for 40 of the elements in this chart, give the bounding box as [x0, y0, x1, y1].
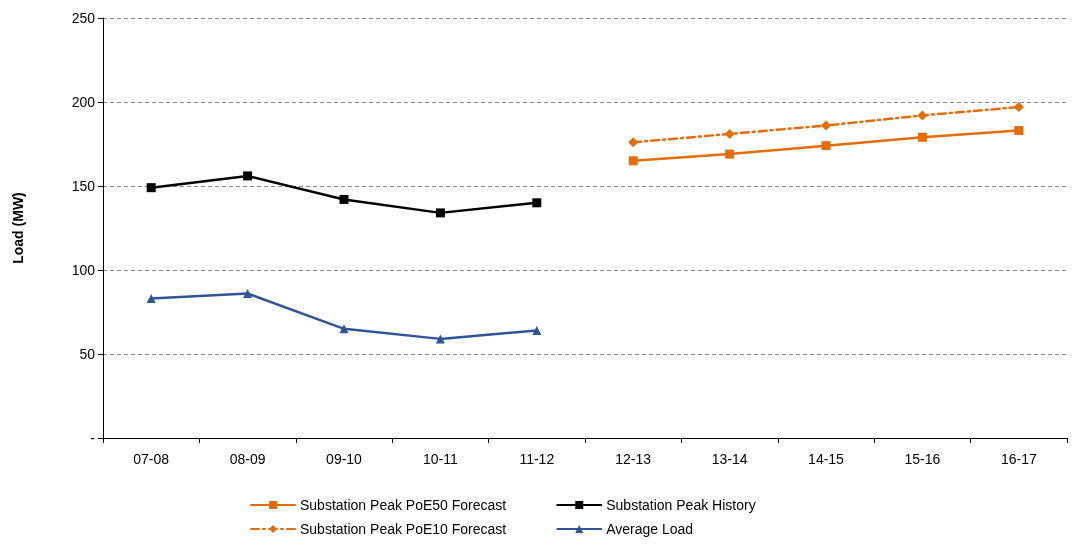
x-tick-label: 11-12 [519, 451, 555, 467]
point [917, 132, 927, 142]
y-tick-label: 250 [71, 10, 96, 26]
x-tick-label: 14-15 [808, 451, 845, 467]
point [243, 171, 253, 181]
point [821, 120, 831, 131]
point [724, 128, 735, 139]
point [1014, 126, 1024, 136]
point [146, 183, 156, 193]
point [532, 198, 542, 208]
x-tick-label: 16-17 [1000, 451, 1037, 467]
x-tick-label: 13-14 [711, 451, 748, 467]
point [628, 137, 639, 148]
y-tick-label: 50 [79, 346, 96, 362]
y-tick-label: - [90, 430, 96, 446]
x-tick-label: 15-16 [904, 451, 941, 467]
y-axis-title: Load (MW) [10, 192, 26, 264]
point [821, 141, 831, 151]
legend-label: Substation Peak PoE50 Forecast [300, 497, 507, 513]
y-tick-label: 150 [71, 178, 96, 194]
x-tick-label: 08-09 [229, 451, 266, 467]
point [435, 208, 445, 218]
point [339, 324, 349, 334]
point [339, 194, 349, 204]
legend-label: Average Load [606, 521, 694, 537]
x-tick-label: 07-08 [133, 451, 170, 467]
x-tick-label: 12-13 [615, 451, 652, 467]
point [146, 294, 156, 304]
point [628, 156, 638, 166]
y-tick-label: 100 [71, 262, 96, 278]
x-tick-label: 09-10 [326, 451, 363, 467]
point [1013, 102, 1024, 113]
y-tick-label: 200 [71, 94, 96, 110]
legend-label: Substation Peak PoE10 Forecast [300, 521, 507, 537]
point [243, 289, 253, 299]
point [917, 110, 928, 121]
x-tick-label: 10-11 [423, 451, 458, 467]
legend-label: Substation Peak History [606, 497, 756, 513]
point [725, 149, 735, 159]
point [532, 325, 542, 335]
